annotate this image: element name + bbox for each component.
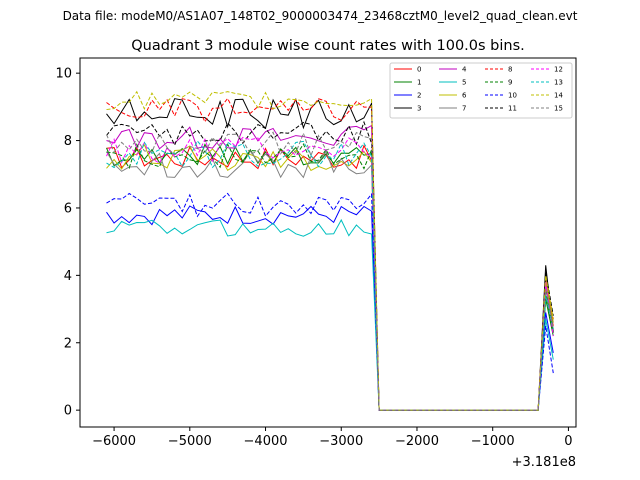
x-offset-label: +3.181e8 <box>512 455 576 470</box>
x-tick-label: −6000 <box>92 434 136 449</box>
y-tick-label: 0 <box>64 404 72 419</box>
legend-label-15: 15 <box>554 105 563 113</box>
x-tick-label: −1000 <box>471 434 515 449</box>
suptitle: Data file: modeM0/AS1A07_148T02_90000034… <box>63 9 578 23</box>
series-line-12 <box>106 136 554 411</box>
legend-label-1: 1 <box>417 79 421 87</box>
chart-title: Quadrant 3 module wise count rates with … <box>131 38 525 54</box>
y-tick-label: 8 <box>64 134 72 149</box>
legend-label-8: 8 <box>508 66 512 74</box>
legend-label-0: 0 <box>417 66 421 74</box>
legend-label-12: 12 <box>554 66 563 74</box>
x-tick-label: −2000 <box>395 434 439 449</box>
legend-label-2: 2 <box>417 92 421 100</box>
legend-label-5: 5 <box>462 79 466 87</box>
legend-label-13: 13 <box>554 79 563 87</box>
legend-label-10: 10 <box>508 92 517 100</box>
legend-label-9: 9 <box>508 79 512 87</box>
x-tick-label: −4000 <box>244 434 288 449</box>
y-tick-label: 2 <box>64 336 72 351</box>
y-tick-label: 4 <box>64 269 72 284</box>
legend-label-14: 14 <box>554 92 563 100</box>
legend-label-7: 7 <box>462 105 466 113</box>
x-tick-label: −3000 <box>319 434 363 449</box>
legend-label-11: 11 <box>508 105 517 113</box>
legend-label-3: 3 <box>417 105 421 113</box>
x-tick-label: −5000 <box>168 434 212 449</box>
legend-box <box>389 62 573 119</box>
y-tick-label: 10 <box>55 67 72 82</box>
legend-label-6: 6 <box>462 92 467 100</box>
series-line-15 <box>106 131 554 411</box>
x-tick-label: 0 <box>564 434 572 449</box>
legend-label-4: 4 <box>462 66 467 74</box>
plot-frame <box>79 57 577 428</box>
y-tick-label: 6 <box>64 201 72 216</box>
plot-lines <box>106 90 554 411</box>
series-line-9 <box>106 143 554 411</box>
